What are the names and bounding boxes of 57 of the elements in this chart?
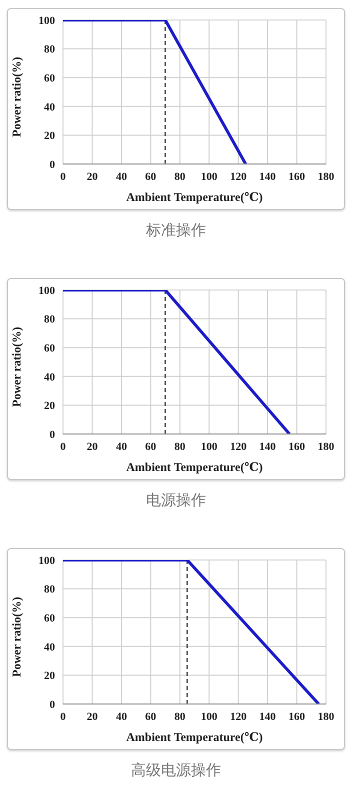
x-tick-label: 180 xyxy=(318,440,335,453)
y-tick-label: 20 xyxy=(44,130,56,142)
x-tick-label: 0 xyxy=(60,710,66,723)
x-tick-label: 100 xyxy=(200,170,218,183)
x-tick-label: 80 xyxy=(174,170,186,183)
y-tick-label: 80 xyxy=(44,584,56,596)
x-tick-label: 160 xyxy=(288,440,306,453)
x-tick-label: 60 xyxy=(145,710,157,723)
x-tick-label: 40 xyxy=(116,440,128,453)
y-tick-label: 60 xyxy=(44,612,56,625)
y-tick-label: 40 xyxy=(44,101,56,114)
x-tick-label: 180 xyxy=(318,710,335,723)
x-tick-label: 160 xyxy=(288,710,306,723)
y-tick-label: 0 xyxy=(50,698,56,711)
x-tick-label: 100 xyxy=(200,440,218,453)
x-axis-title: Ambient Temperature(℃) xyxy=(126,460,263,474)
y-tick-label: 20 xyxy=(44,670,56,682)
y-axis-title: Power ratio(%) xyxy=(9,596,24,677)
x-tick-label: 140 xyxy=(259,170,276,183)
text: 高级电源操作 xyxy=(130,761,222,780)
x-tick-label: 40 xyxy=(116,710,128,723)
x-tick-label: 40 xyxy=(116,170,128,183)
y-tick-label: 0 xyxy=(50,428,56,441)
text: 标准操作 xyxy=(145,221,207,240)
x-tick-label: 0 xyxy=(60,440,66,453)
y-tick-label: 100 xyxy=(38,554,56,567)
x-tick-label: 20 xyxy=(86,170,98,183)
x-tick-label: 120 xyxy=(230,440,248,453)
y-tick-label: 80 xyxy=(44,44,56,56)
x-axis-title: Ambient Temperature(℃) xyxy=(126,190,263,204)
y-tick-label: 80 xyxy=(44,314,56,326)
y-tick-label: 60 xyxy=(44,342,56,355)
y-axis-title: Power ratio(%) xyxy=(9,56,24,137)
x-tick-label: 60 xyxy=(145,170,157,183)
x-tick-label: 180 xyxy=(318,170,335,183)
y-tick-label: 60 xyxy=(44,72,56,85)
x-tick-label: 80 xyxy=(174,710,186,723)
x-tick-label: 20 xyxy=(86,710,98,723)
y-tick-label: 100 xyxy=(38,284,56,297)
x-tick-label: 120 xyxy=(230,710,248,723)
y-tick-label: 20 xyxy=(44,400,56,412)
x-tick-label: 80 xyxy=(174,440,186,453)
x-tick-label: 60 xyxy=(145,440,157,453)
y-tick-label: 0 xyxy=(50,158,56,171)
text: 电源操作 xyxy=(145,491,207,510)
y-tick-label: 40 xyxy=(44,371,56,384)
x-tick-label: 0 xyxy=(60,170,66,183)
x-tick-label: 120 xyxy=(230,170,248,183)
x-tick-label: 140 xyxy=(259,440,276,453)
x-tick-label: 100 xyxy=(200,710,218,723)
y-tick-label: 40 xyxy=(44,641,56,654)
x-tick-label: 160 xyxy=(288,170,306,183)
x-tick-label: 140 xyxy=(259,710,276,723)
x-tick-label: 20 xyxy=(86,440,98,453)
y-tick-label: 100 xyxy=(38,14,56,27)
y-axis-title: Power ratio(%) xyxy=(9,326,24,407)
x-axis-title: Ambient Temperature(℃) xyxy=(126,730,263,744)
